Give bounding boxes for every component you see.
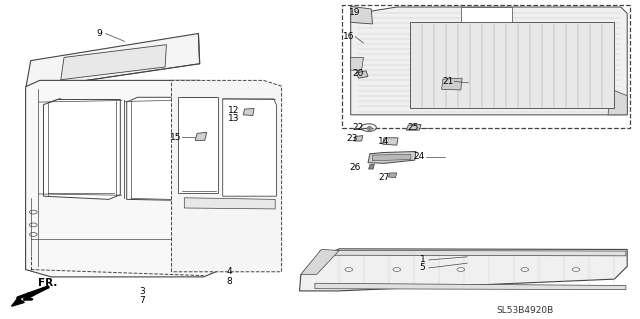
- Text: 15: 15: [170, 133, 182, 142]
- Text: 23: 23: [346, 134, 358, 143]
- Text: 27: 27: [378, 173, 390, 182]
- Polygon shape: [354, 136, 363, 141]
- Polygon shape: [320, 250, 626, 256]
- Text: 13: 13: [228, 114, 239, 123]
- Text: 4: 4: [227, 267, 232, 276]
- Polygon shape: [44, 100, 120, 199]
- Text: 21: 21: [442, 77, 454, 86]
- Polygon shape: [372, 154, 411, 161]
- Text: 12: 12: [228, 106, 239, 115]
- Polygon shape: [608, 89, 627, 115]
- Text: 3: 3: [140, 287, 145, 296]
- Polygon shape: [351, 6, 372, 24]
- Polygon shape: [12, 298, 24, 306]
- Polygon shape: [26, 33, 200, 89]
- Polygon shape: [195, 132, 207, 140]
- Polygon shape: [178, 97, 218, 193]
- Polygon shape: [26, 80, 229, 277]
- Text: 26: 26: [349, 163, 361, 172]
- Polygon shape: [369, 164, 374, 169]
- Text: 9: 9: [97, 29, 102, 38]
- Text: 19: 19: [349, 8, 361, 17]
- Text: 14: 14: [378, 137, 390, 146]
- Polygon shape: [388, 173, 397, 178]
- Polygon shape: [184, 198, 275, 209]
- Polygon shape: [61, 45, 166, 80]
- Text: FR.: FR.: [38, 278, 58, 288]
- Polygon shape: [351, 57, 364, 70]
- Polygon shape: [406, 124, 421, 130]
- Polygon shape: [243, 108, 254, 115]
- Text: SL53B4920B: SL53B4920B: [496, 306, 554, 315]
- Text: 22: 22: [353, 123, 364, 132]
- Polygon shape: [410, 22, 614, 108]
- Polygon shape: [356, 71, 368, 78]
- Polygon shape: [442, 78, 462, 90]
- Text: 5: 5: [420, 263, 425, 272]
- Text: 7: 7: [140, 296, 145, 305]
- Polygon shape: [368, 152, 416, 163]
- Text: 24: 24: [413, 152, 425, 161]
- Text: 20: 20: [353, 69, 364, 78]
- Polygon shape: [461, 7, 512, 22]
- Polygon shape: [383, 138, 398, 145]
- Polygon shape: [127, 97, 211, 201]
- Text: 25: 25: [407, 123, 419, 132]
- Polygon shape: [315, 283, 626, 290]
- Polygon shape: [351, 7, 627, 115]
- Polygon shape: [301, 249, 339, 274]
- Polygon shape: [172, 80, 282, 272]
- Text: 16: 16: [343, 32, 355, 41]
- Text: 8: 8: [227, 277, 232, 286]
- Polygon shape: [300, 249, 627, 291]
- Polygon shape: [223, 99, 276, 196]
- Text: 1: 1: [420, 256, 425, 264]
